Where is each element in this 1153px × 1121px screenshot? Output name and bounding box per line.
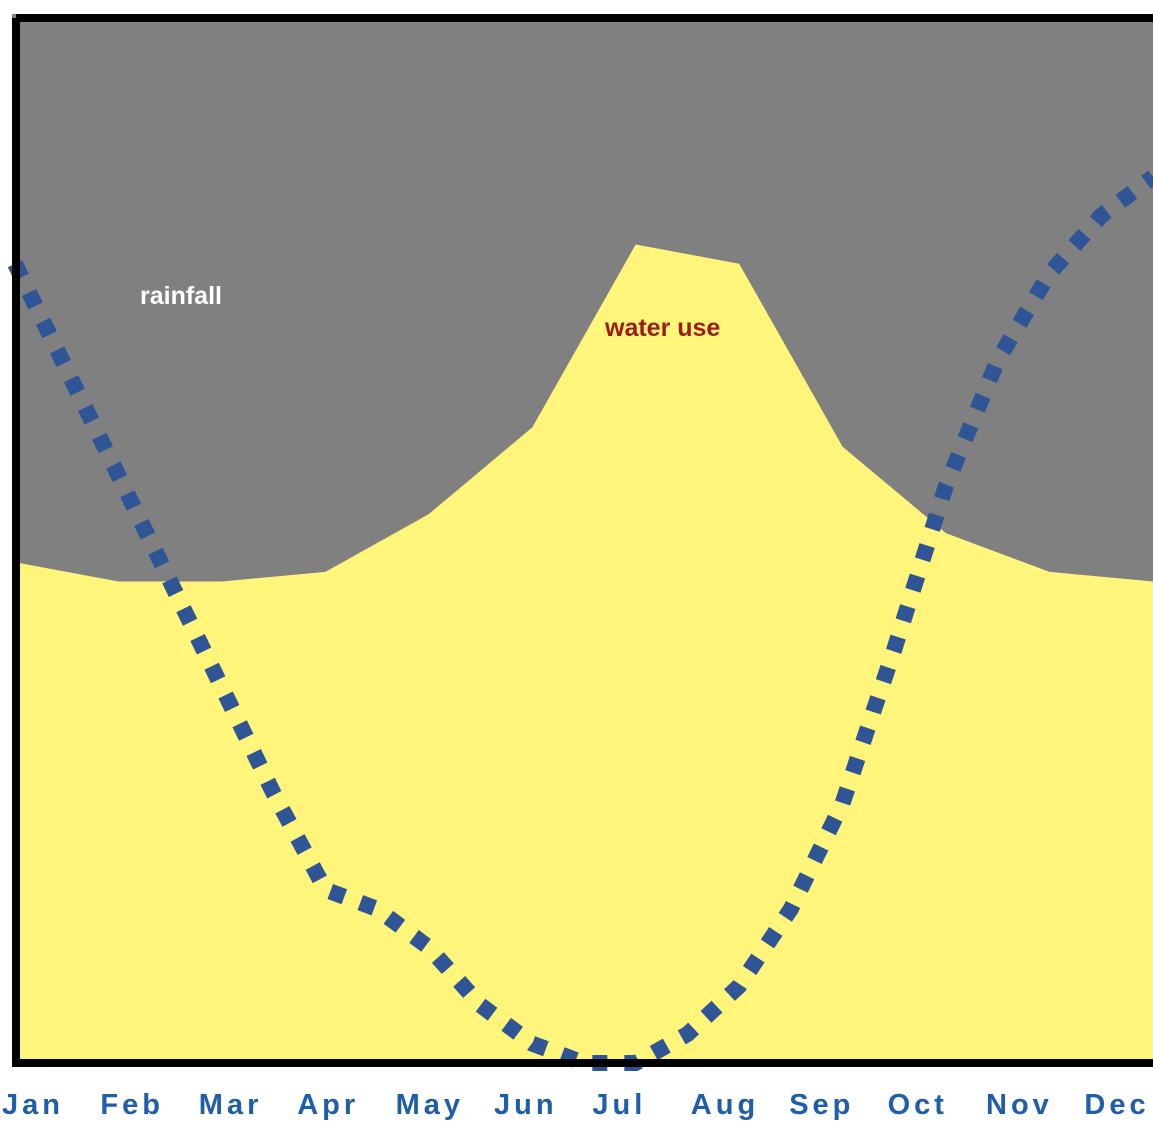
- month-tick-label: Apr: [297, 1089, 359, 1121]
- water-use-label: water use: [604, 314, 720, 342]
- month-tick-label: Mar: [199, 1089, 263, 1121]
- month-tick-label: Feb: [100, 1089, 164, 1121]
- month-tick-label: Jan: [2, 1089, 64, 1121]
- month-tick-label: Sep: [789, 1089, 854, 1121]
- rainfall-label: rainfall: [140, 282, 222, 310]
- month-tick-label: Dec: [1084, 1089, 1149, 1121]
- month-tick-label: Jul: [592, 1089, 646, 1121]
- water-use-area: [12, 244, 1153, 1067]
- month-tick-label: Jun: [494, 1089, 558, 1121]
- month-tick-label: May: [396, 1089, 464, 1121]
- month-axis: Jan Feb Mar Apr May Jun Jul Aug Sep Oct Nov Dec: [2, 1089, 1149, 1121]
- month-tick-label: Aug: [691, 1089, 759, 1121]
- month-tick-label: Oct: [888, 1089, 948, 1121]
- plot-frame: [12, 14, 1153, 1067]
- month-tick-label: Nov: [986, 1089, 1053, 1121]
